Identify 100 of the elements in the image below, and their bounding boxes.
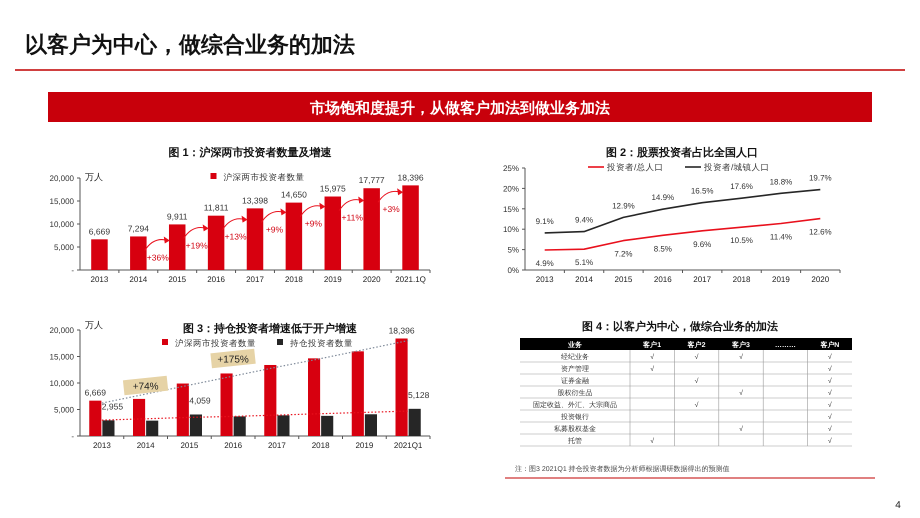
data-label: 11,811 — [204, 202, 229, 213]
x-tick-label: 2018 — [732, 275, 752, 284]
data-label: 11.4% — [770, 232, 792, 242]
bar — [364, 414, 377, 436]
line-series — [101, 410, 409, 421]
data-label: 14,650 — [280, 190, 308, 200]
annotation: +19% — [186, 240, 208, 250]
bar — [146, 420, 158, 436]
data-label: 17.6% — [730, 182, 753, 192]
bar — [176, 384, 189, 436]
annotation: +9% — [266, 224, 284, 234]
x-tick-label: 2017 — [268, 441, 286, 450]
y-tick-label: 15,000 — [50, 197, 75, 206]
text: 以客户为中心，做综合业务的加法 — [25, 32, 355, 57]
data-label: 15,975 — [320, 184, 346, 194]
bar — [220, 373, 233, 436]
bar — [246, 208, 264, 270]
bar — [308, 358, 320, 436]
bar — [208, 216, 224, 270]
text: 市场饱和度提升，从做客户加法到做业务加法 — [309, 99, 610, 117]
y-tick-label: 10,000 — [50, 220, 75, 229]
x-tick-label: 2020 — [362, 275, 382, 284]
data-label: 4.9% — [536, 259, 554, 268]
data-label: 10.5% — [730, 236, 753, 246]
data-label: 19.7% — [808, 174, 832, 183]
bar — [89, 400, 102, 436]
x-tick-label: 2013 — [90, 275, 109, 284]
chart-title: 图 2：股票投资者占比全国人口 — [606, 146, 758, 159]
x-tick-label: 2015 — [180, 441, 199, 450]
y-tick-label: 20,000 — [50, 174, 75, 183]
data-label: 9.1% — [536, 216, 554, 226]
data-label: 9.4% — [574, 216, 594, 225]
bar — [264, 364, 276, 436]
data-label: 7,294 — [128, 223, 150, 234]
bar — [190, 414, 202, 436]
x-tick-label: 2020 — [811, 275, 830, 284]
legend-label: 投资者/城镇人口 — [703, 162, 770, 172]
legend-label: 沪深两市投资者数量 — [175, 338, 256, 348]
bar — [396, 338, 408, 436]
bar — [102, 420, 114, 436]
text: 4 — [895, 500, 902, 511]
bar — [277, 415, 290, 436]
legend-label: 沪深两市投资者数量 — [224, 172, 304, 182]
y-tick-label: 5,000 — [54, 406, 75, 414]
data-label: 14.9% — [651, 193, 674, 202]
bar — [408, 408, 421, 436]
y-tick-label: 5% — [507, 246, 519, 255]
bar — [321, 416, 334, 436]
bar — [168, 224, 186, 270]
data-label: 16.5% — [690, 186, 714, 196]
x-tick-label: 2018 — [312, 441, 330, 450]
y-tick-label: 10% — [502, 225, 519, 234]
annotation: +11% — [342, 212, 364, 223]
x-tick-label: 2021Q1 — [394, 441, 423, 450]
y-axis-title: 万人 — [85, 172, 103, 182]
data-label: 4,059 — [189, 395, 211, 406]
bar — [324, 196, 342, 270]
data-label: 7.2% — [614, 250, 633, 259]
annotation: +175% — [217, 354, 249, 366]
y-tick-label: - — [71, 432, 74, 441]
x-tick-label: 2014 — [575, 275, 594, 284]
data-label: 12.9% — [612, 201, 635, 210]
bar — [352, 351, 364, 436]
y-tick-label: - — [71, 266, 74, 275]
data-label: 17,777 — [358, 175, 385, 186]
data-label: 13,398 — [242, 195, 268, 206]
x-tick-label: 2014 — [136, 441, 156, 450]
data-label: 2,955 — [102, 401, 124, 412]
x-tick-label: 2015 — [168, 275, 187, 284]
x-tick-label: 2017 — [246, 275, 264, 284]
bar — [402, 185, 419, 270]
chart-title: 图 3：持仓投资者增速低于开户增速 — [182, 322, 358, 335]
bar — [133, 398, 146, 436]
bar — [363, 188, 380, 270]
y-tick-label: 15% — [502, 204, 519, 214]
x-tick-label: 2013 — [92, 441, 112, 450]
y-tick-label: 20,000 — [50, 326, 75, 335]
bar — [286, 202, 302, 270]
data-label: 12.6% — [808, 228, 832, 237]
data-label: 5.1% — [574, 258, 594, 268]
annotation: +3% — [382, 204, 400, 214]
x-tick-label: 2019 — [324, 275, 342, 284]
annotation: +13% — [224, 232, 247, 242]
y-tick-label: 15,000 — [50, 352, 75, 362]
x-tick-label: 2017 — [693, 275, 712, 284]
chart-title: 图 1：沪深两市投资者数量及增速 — [168, 146, 333, 159]
data-label: 5,128 — [408, 390, 430, 400]
data-label: 9,911 — [166, 211, 188, 222]
bar — [91, 239, 108, 270]
y-tick-label: 20% — [502, 184, 519, 194]
y-tick-label: 10,000 — [50, 379, 75, 388]
y-tick-label: 5,000 — [54, 243, 75, 252]
x-tick-label: 2015 — [614, 275, 633, 284]
bar — [234, 416, 246, 436]
data-label: 6,669 — [88, 226, 110, 236]
annotation: +9% — [304, 218, 322, 229]
data-label: 18.8% — [770, 177, 792, 186]
y-tick-label: 25% — [502, 164, 519, 173]
x-tick-label: 2016 — [224, 441, 243, 450]
legend-label: 持仓投资者数量 — [290, 338, 353, 348]
